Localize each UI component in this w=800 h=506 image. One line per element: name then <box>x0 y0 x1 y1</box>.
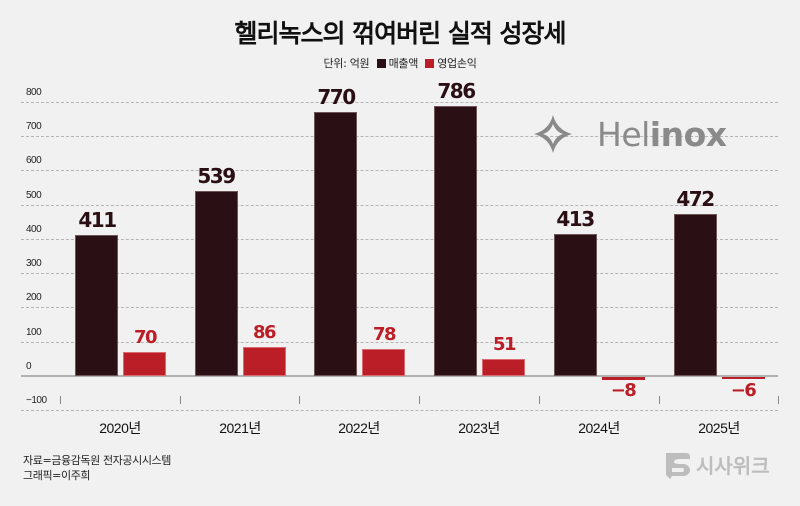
x-axis-label: 2020년 <box>99 420 141 436</box>
operating-loss-bar <box>722 377 765 379</box>
x-tick-mark <box>299 396 300 404</box>
x-tick-mark <box>778 396 779 404</box>
x-tick-mark <box>180 396 181 404</box>
operating-profit-value-label: 70 <box>133 327 158 348</box>
y-tick-label: 0 <box>26 361 32 372</box>
source-text: 자료=금융감독원 전자공시시스템 <box>23 454 171 467</box>
gridline <box>21 205 778 206</box>
helinox-diamond-icon <box>534 115 572 153</box>
revenue-bar <box>674 214 717 376</box>
gridline <box>21 342 778 343</box>
y-tick-label: 700 <box>26 121 42 132</box>
operating-loss-value-label: −6 <box>730 380 757 401</box>
legend: 단위: 억원 매출액 영업손익 <box>0 55 800 71</box>
helinox-logo: Helinox <box>531 112 727 156</box>
gridline <box>21 170 778 171</box>
x-axis-label: 2022년 <box>338 420 380 436</box>
zero-axis-line <box>21 375 778 377</box>
publisher-logo: 시사위크 <box>662 450 770 479</box>
operating-profit-bar <box>123 352 166 376</box>
y-tick-label: −100 <box>26 395 47 406</box>
unit-label: 단위: 억원 <box>323 57 370 70</box>
sisaweek-s-icon <box>666 452 690 479</box>
legend-label-revenue: 매출액 <box>388 57 419 70</box>
y-tick-label: 100 <box>26 327 42 338</box>
y-tick-label: 300 <box>26 258 42 269</box>
revenue-value-label: 411 <box>78 208 117 232</box>
source-credits: 자료=금융감독원 전자공시시스템 그래픽=이주희 <box>23 453 171 483</box>
revenue-value-label: 539 <box>197 164 236 188</box>
y-tick-label: 200 <box>26 292 42 303</box>
x-axis-label: 2024년 <box>578 420 620 436</box>
legend-label-operating: 영업손익 <box>437 57 477 70</box>
publisher-name: 시사위크 <box>696 454 770 478</box>
operating-profit-bar <box>243 347 286 376</box>
legend-swatch-revenue <box>376 59 386 68</box>
y-tick-label: 600 <box>26 155 42 166</box>
revenue-bar <box>554 234 597 376</box>
gridline <box>21 273 778 274</box>
x-tick-mark <box>659 396 660 404</box>
x-axis-label: 2025년 <box>698 420 740 436</box>
revenue-bar <box>75 235 118 376</box>
gridline <box>21 136 778 137</box>
revenue-bar <box>195 191 238 376</box>
legend-swatch-operating <box>425 59 435 68</box>
operating-profit-value-label: 86 <box>252 322 277 343</box>
operating-loss-value-label: −8 <box>610 380 637 401</box>
y-tick-label: 500 <box>26 190 42 201</box>
x-axis-label: 2023년 <box>458 420 500 436</box>
graphic-credit: 그래픽=이주희 <box>23 469 91 482</box>
helinox-wordmark: Helinox <box>597 114 727 154</box>
operating-loss-bar <box>602 377 645 380</box>
y-tick-label: 800 <box>26 87 42 98</box>
operating-profit-bar <box>482 359 525 376</box>
revenue-bar <box>434 106 477 376</box>
revenue-value-label: 472 <box>676 187 715 211</box>
x-axis-label: 2021년 <box>219 420 261 436</box>
x-tick-mark <box>60 396 61 404</box>
gridline <box>21 239 778 240</box>
gridline <box>21 307 778 308</box>
operating-profit-bar <box>362 349 405 376</box>
revenue-value-label: 786 <box>437 79 476 103</box>
chart-title: 헬리녹스의 꺾여버린 실적 성장세 <box>234 19 566 48</box>
x-tick-mark <box>539 396 540 404</box>
revenue-value-label: 413 <box>556 207 595 231</box>
gridline <box>21 102 778 103</box>
operating-profit-value-label: 51 <box>492 334 517 355</box>
operating-profit-value-label: 78 <box>372 324 397 345</box>
gridline <box>21 410 778 411</box>
revenue-value-label: 770 <box>317 85 356 109</box>
y-tick-label: 400 <box>26 224 42 235</box>
x-tick-mark <box>419 396 420 404</box>
revenue-bar <box>314 112 357 376</box>
